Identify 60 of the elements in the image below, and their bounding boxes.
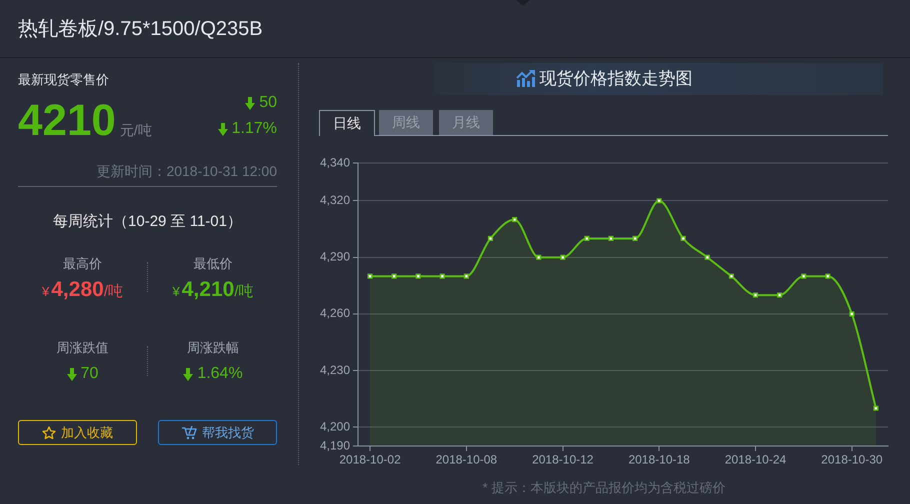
point [536, 254, 542, 260]
text: 元/吨 [120, 122, 152, 140]
chart-title: 现货价格指数走势图 [540, 68, 692, 90]
point [704, 254, 710, 260]
point [560, 254, 566, 260]
text: ¥ [172, 284, 180, 299]
text: 每周统计（10-29 至 11-01） [53, 213, 242, 230]
text: * 提示：本版块的产品报价均为含税过磅价 [482, 480, 726, 495]
text: 1.64% [197, 365, 243, 383]
y-tick-label: 4,190 [320, 438, 350, 452]
x-tick-label: 2018-10-02 [339, 452, 402, 467]
x-tick-label: 2018-10-12 [532, 452, 594, 467]
point [632, 236, 638, 242]
text: 最高价 [63, 256, 102, 271]
point [801, 274, 806, 279]
tab[interactable]: 日线 [319, 110, 375, 136]
point [584, 236, 590, 242]
point [752, 292, 758, 298]
y-tick-label: 4,340 [320, 155, 350, 170]
text: 4210 [18, 96, 116, 145]
button[interactable]: 加入收藏 [18, 420, 137, 445]
text: 1.17% [232, 120, 277, 138]
x-tick-label: 2018-10-24 [724, 452, 787, 467]
point [777, 292, 782, 298]
text: 70 [80, 365, 98, 383]
point [608, 236, 614, 242]
point [416, 274, 421, 279]
point [728, 274, 734, 279]
text: /吨 [234, 282, 254, 301]
point [488, 236, 494, 242]
y-tick-label: 4,200 [320, 419, 350, 434]
point [656, 198, 662, 204]
text: 周涨跌值 [56, 340, 108, 355]
y-tick-label: 4,260 [320, 306, 350, 320]
point [680, 236, 686, 242]
text: 更新时间：2018-10-31 12:00 [96, 163, 277, 181]
x-tick-label: 2018-10-30 [821, 452, 883, 467]
button[interactable]: 帮我找货 [158, 420, 277, 445]
x-tick-label: 2018-10-18 [628, 452, 690, 467]
y-tick-label: 4,320 [320, 193, 350, 208]
point [440, 274, 445, 279]
text: 最新现货零售价 [18, 71, 109, 89]
point [825, 274, 830, 279]
point [392, 274, 397, 279]
point [849, 311, 854, 316]
point [464, 274, 469, 279]
text: ¥ [42, 284, 50, 299]
text: 4,210 [182, 278, 234, 302]
y-tick-label: 4,290 [320, 250, 350, 264]
text: 50 [259, 94, 277, 112]
text: 最低价 [194, 256, 232, 271]
text: 周涨跌幅 [187, 340, 239, 355]
text: 热轧卷板/9.75*1500/Q235B [18, 17, 263, 42]
x-tick-label: 2018-10-08 [436, 452, 498, 467]
text: 4,280 [51, 278, 104, 302]
y-tick-label: 4,230 [320, 362, 350, 377]
point [512, 217, 518, 222]
point [873, 406, 878, 411]
text: /吨 [104, 282, 123, 301]
point [368, 274, 373, 279]
